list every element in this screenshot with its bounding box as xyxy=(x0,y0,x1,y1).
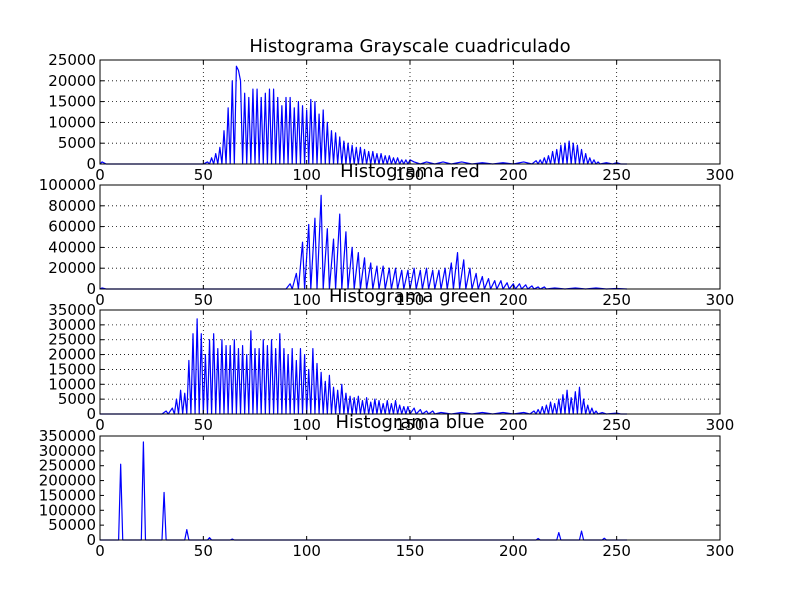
x-tick-label: 250 xyxy=(602,291,631,309)
chart-panel-4: 0 50 100 150 200 250 3000500001000001500002000… xyxy=(39,412,735,560)
x-tick-label: 0 xyxy=(95,166,105,184)
x-tick-label: 0 xyxy=(95,416,105,434)
y-tick-label: 5000 xyxy=(58,134,96,152)
x-tick-label: 50 xyxy=(194,416,213,434)
y-tick-label: 20000 xyxy=(48,346,96,364)
x-tick-label: 300 xyxy=(706,416,735,434)
x-tick-label: 200 xyxy=(499,542,528,560)
x-tick-label: 0 xyxy=(95,291,105,309)
x-tick-label: 200 xyxy=(499,166,528,184)
y-tick-label: 20000 xyxy=(48,72,96,90)
y-tick-label: 100000 xyxy=(39,501,96,519)
x-tick-label: 250 xyxy=(602,166,631,184)
y-tick-label: 35000 xyxy=(48,301,96,319)
y-tick-label: 20000 xyxy=(48,259,96,277)
x-tick-label: 150 xyxy=(396,291,425,309)
histogram-series-line xyxy=(99,65,627,165)
x-tick-label: 300 xyxy=(706,166,735,184)
chart-title: Histograma Grayscale cuadriculado xyxy=(249,36,570,57)
chart-title: Histograma blue xyxy=(335,412,484,433)
chart-title: Histograma red xyxy=(340,161,480,182)
x-tick-label: 300 xyxy=(706,291,735,309)
y-tick-label: 10000 xyxy=(48,113,96,131)
histogram-panels: 0 50 100 150 200 250 3000500010000150002000025… xyxy=(39,36,735,560)
x-tick-label: 150 xyxy=(396,166,425,184)
y-tick-label: 30000 xyxy=(48,316,96,334)
x-tick-label: 50 xyxy=(194,166,213,184)
x-tick-label: 250 xyxy=(602,542,631,560)
x-tick-label: 50 xyxy=(194,542,213,560)
x-tick-label: 300 xyxy=(706,542,735,560)
x-tick-label: 50 xyxy=(194,291,213,309)
x-tick-label: 150 xyxy=(396,542,425,560)
x-tick-label: 100 xyxy=(292,416,321,434)
y-tick-label: 60000 xyxy=(48,218,96,236)
chart-panel-2: 0 50 100 150 200 250 300 0 20000 40000 60000 80000 1… xyxy=(39,161,735,309)
y-tick-label: 300000 xyxy=(39,442,96,460)
x-tick-label: 200 xyxy=(499,291,528,309)
chart-panel-3: 0 50 100 150 200 250 3000500010000150002000025… xyxy=(48,286,734,434)
y-tick-label: 0 xyxy=(86,155,96,173)
y-tick-label: 150000 xyxy=(39,486,96,504)
y-tick-label: 200000 xyxy=(39,472,96,490)
x-tick-label: 150 xyxy=(396,416,425,434)
x-tick-label: 0 xyxy=(95,542,105,560)
y-tick-label: 15000 xyxy=(48,93,96,111)
y-tick-label: 50000 xyxy=(48,516,96,534)
y-tick-label: 40000 xyxy=(48,238,96,256)
x-tick-label: 100 xyxy=(292,542,321,560)
y-tick-label: 0 xyxy=(86,405,96,423)
x-tick-label: 250 xyxy=(602,416,631,434)
y-tick-label: 0 xyxy=(86,531,96,549)
x-tick-label: 100 xyxy=(292,166,321,184)
x-tick-label: 200 xyxy=(499,416,528,434)
y-tick-label: 100000 xyxy=(39,176,96,194)
y-tick-label: 15000 xyxy=(48,360,96,378)
histogram-series-line xyxy=(99,194,628,290)
y-tick-label: 10000 xyxy=(48,375,96,393)
chart-panel-1: 0 50 100 150 200 250 300 0 5000 10000 15000 20000 25… xyxy=(48,36,734,184)
x-tick-label: 100 xyxy=(292,291,321,309)
y-tick-label: 25000 xyxy=(48,51,96,69)
y-tick-label: 25000 xyxy=(48,331,96,349)
y-tick-label: 0 xyxy=(86,280,96,298)
y-tick-label: 350000 xyxy=(39,427,96,445)
y-tick-label: 5000 xyxy=(58,390,96,408)
y-tick-label: 80000 xyxy=(48,197,96,215)
chart-title: Histograma green xyxy=(329,286,491,307)
y-tick-label: 250000 xyxy=(39,457,96,475)
